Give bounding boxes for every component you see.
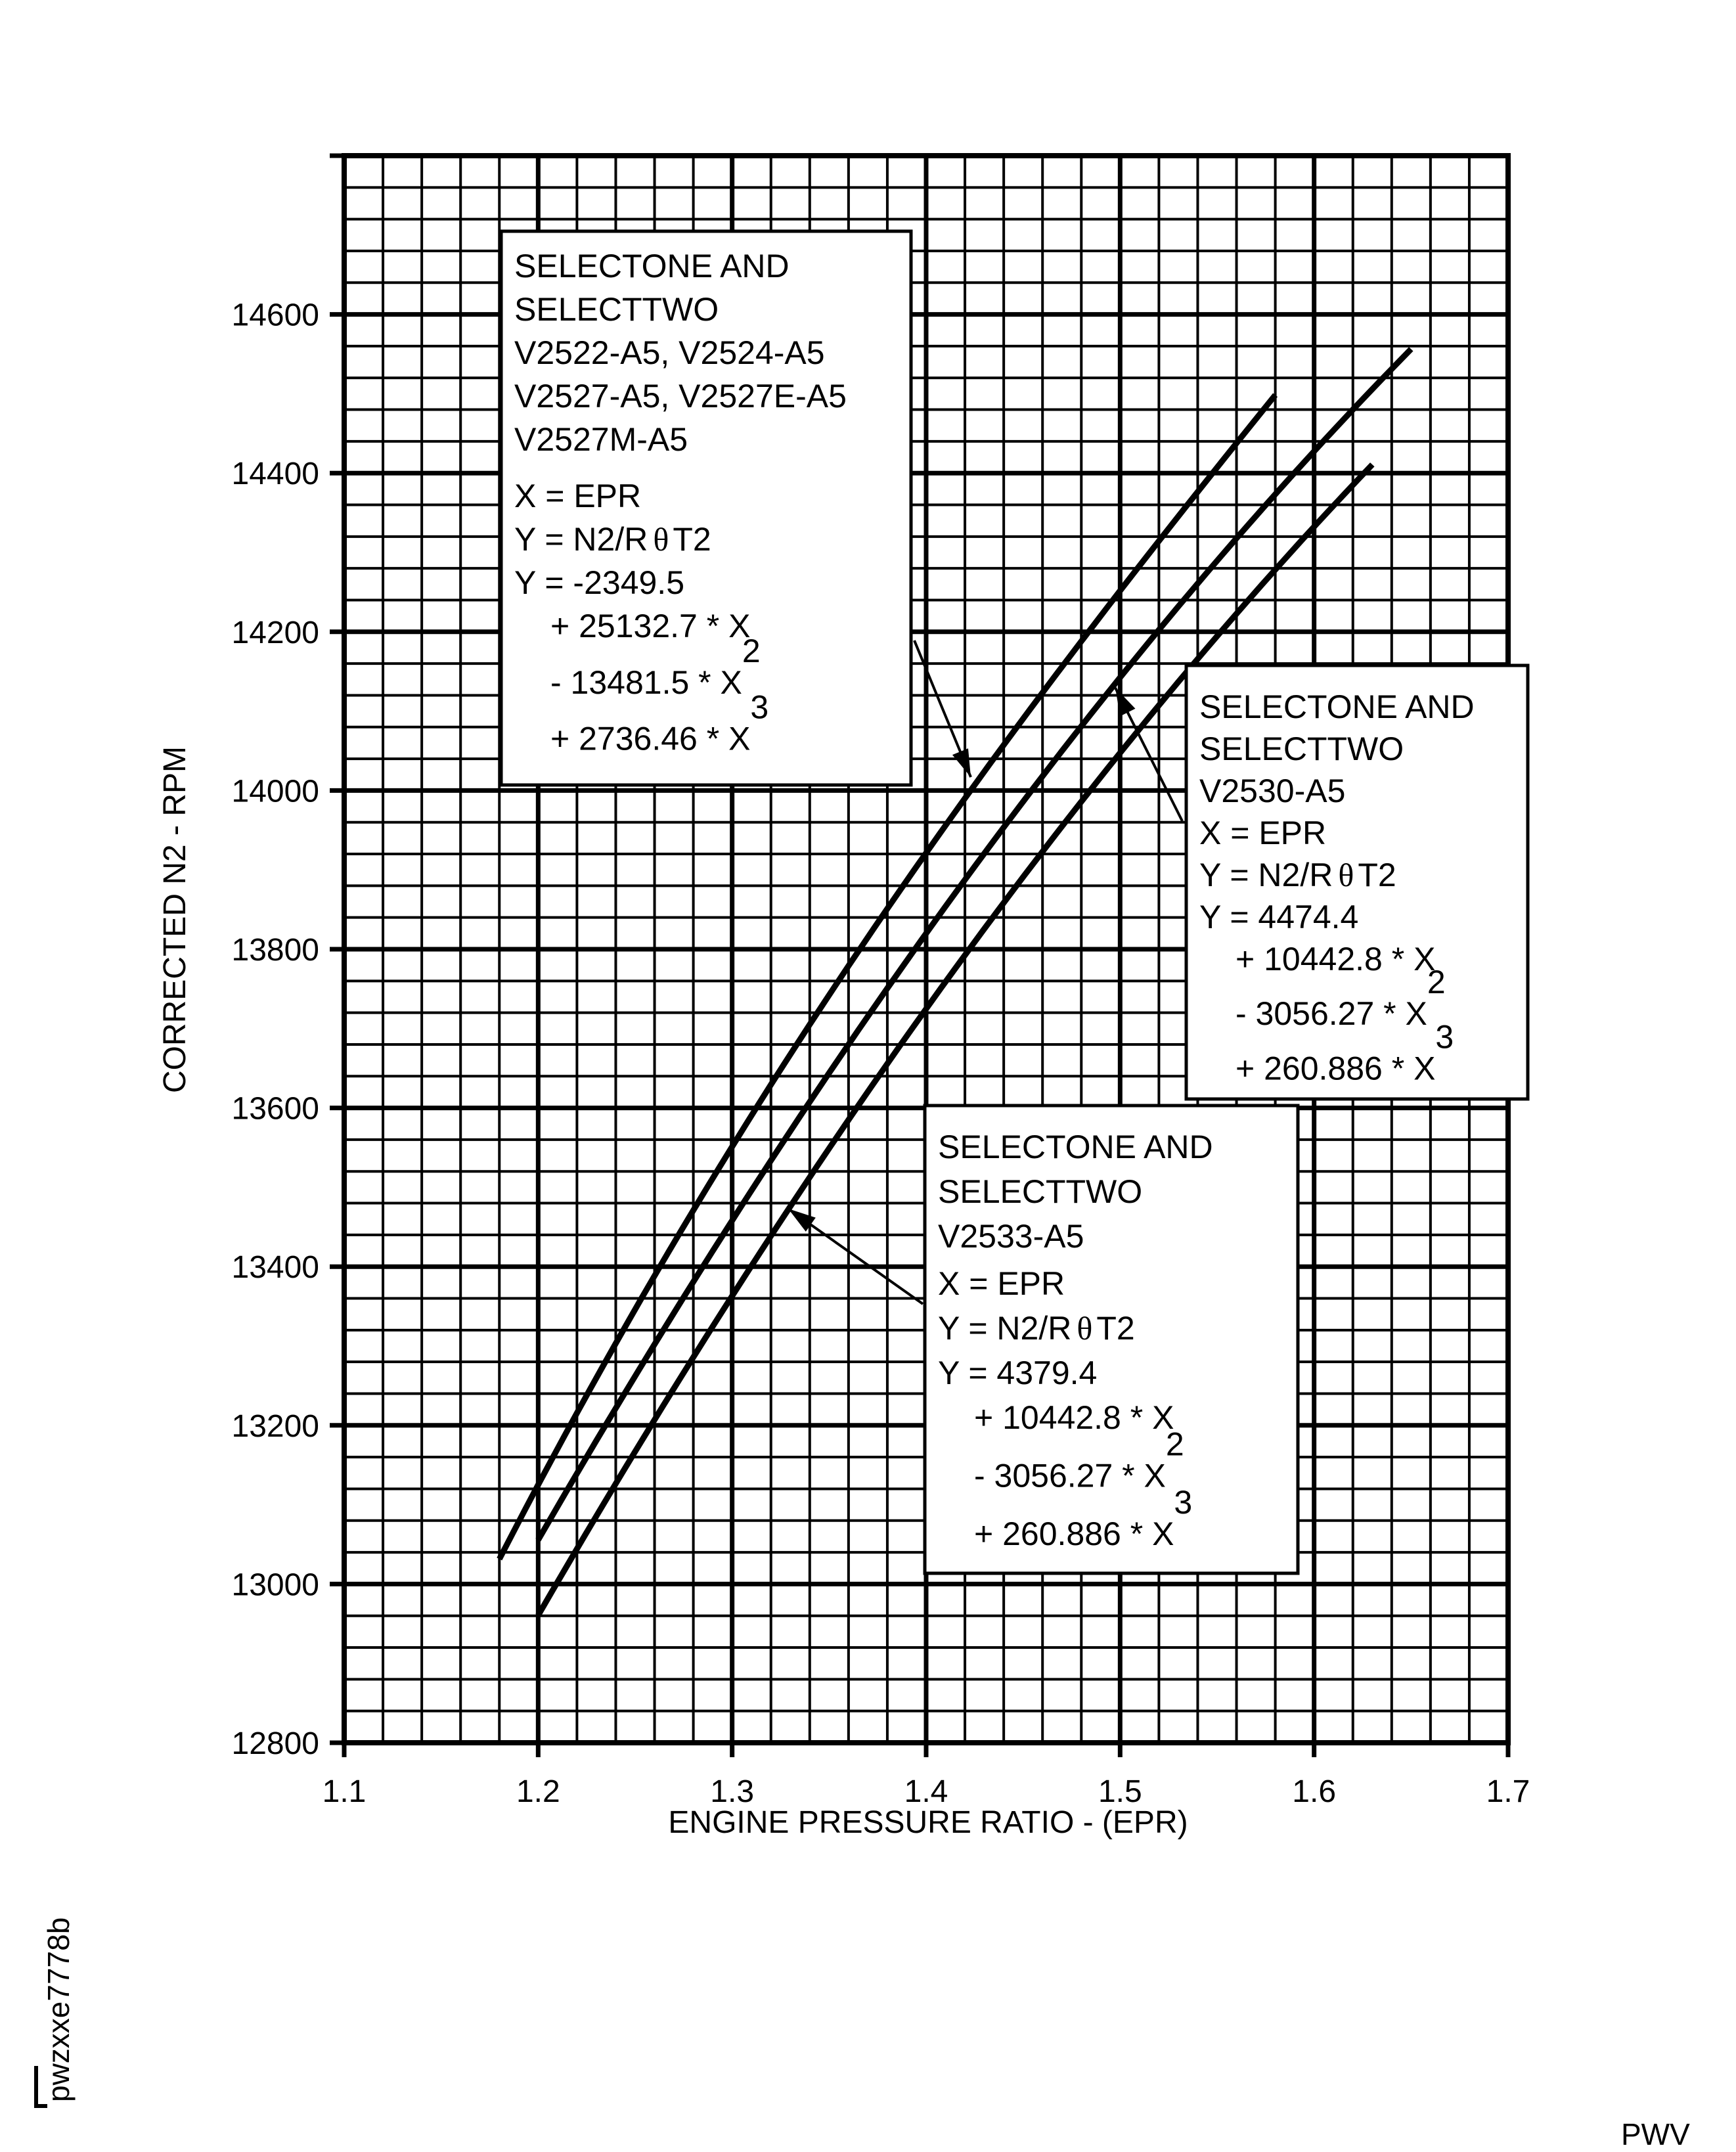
annotation-box-frame (499, 229, 913, 787)
annotation-engine-line: SELECTTWO (938, 1173, 1142, 1210)
annotation-y-def: Y = N2/R θ T2 (938, 1310, 1135, 1347)
y-tick-label: 13200 (232, 1409, 319, 1444)
annotation-engine-line: V2522-A5, V2524-A5 (514, 334, 825, 371)
y-tick-label: 14400 (232, 457, 319, 491)
y-tick-label: 12800 (232, 1726, 319, 1761)
arrowhead-icon (1115, 688, 1136, 717)
y-tick-label: 14000 (232, 774, 319, 809)
x-tick-label: 1.2 (516, 1774, 560, 1809)
series-line-v2522-a5 (497, 393, 1278, 1561)
annotation-box-v2522: SELECTONE AND SELECTTWO V2522-A5, V2524-A5… (499, 229, 913, 787)
annotation-equation-term: + 25132.7 * X (550, 608, 750, 644)
figure-code-bracket (34, 2066, 47, 2108)
annotation-arrows (787, 640, 1184, 1305)
annotation-box-v2533: SELECTONE AND SELECTTWO V2533-A5 X = EPR Y =… (923, 1104, 1300, 1575)
arrowhead-icon (788, 1209, 816, 1232)
annotation-box-frame (1184, 663, 1530, 1101)
annotation-equation-head: Y = 4474.4 (1199, 899, 1358, 935)
annotation-box-v2530: SELECTONE AND SELECTTWO V2530-A5 X = EPR Y =… (1184, 663, 1530, 1101)
x-tick-label: 1.4 (904, 1774, 948, 1809)
y-tick-label: 14200 (232, 616, 319, 650)
annotation-equation-head: Y = -2349.5 (514, 564, 684, 601)
source-mark: PWV (1621, 2117, 1690, 2151)
annotation-box-frame (923, 1104, 1300, 1575)
series-line-v2530-a5 (535, 347, 1413, 1542)
tick-labels: 1.1 1.2 1.3 1.4 1.5 1.6 1.7 12800 13000 13200 1340… (232, 298, 1530, 1809)
annotation-engine-line: SELECTTWO (1199, 730, 1404, 767)
annotation-engine-line: V2533-A5 (938, 1218, 1084, 1255)
y-tick-label: 13000 (232, 1567, 319, 1602)
annotation-equation-term: + 10442.8 * X (974, 1399, 1174, 1436)
series-line-v2533-a5 (535, 462, 1375, 1617)
y-tick-label: 13800 (232, 933, 319, 968)
annotation-x-def: X = EPR (938, 1265, 1065, 1302)
annotation-engine-line: SELECTONE AND (1199, 688, 1475, 725)
x-tick-label: 1.1 (323, 1774, 367, 1809)
y-tick-label: 14600 (232, 298, 319, 333)
y-axis-label: CORRECTED N2 - RPM (158, 746, 192, 1093)
annotation-x-def: X = EPR (1199, 815, 1326, 851)
curves (497, 347, 1413, 1617)
y-tick-label: 13400 (232, 1250, 319, 1285)
x-tick-label: 1.6 (1292, 1774, 1336, 1809)
annotation-x-def: X = EPR (514, 478, 641, 514)
annotation-equation-term: + 10442.8 * X (1235, 941, 1435, 977)
figure-code: pwzxxe7778b (41, 1917, 76, 2102)
annotation-equation-head: Y = 4379.4 (938, 1355, 1097, 1391)
x-tick-label: 1.3 (710, 1774, 754, 1809)
x-tick-label: 1.5 (1098, 1774, 1142, 1809)
annotation-engine-line: V2527M-A5 (514, 421, 688, 458)
annotation-engine-line: SELECTTWO (514, 291, 719, 328)
y-tick-label: 13600 (232, 1092, 319, 1127)
annotation-engine-line: V2530-A5 (1199, 773, 1345, 809)
annotation-boxes: SELECTONE AND SELECTTWO V2522-A5, V2524-A5… (499, 229, 1530, 1575)
annotation-engine-line: V2527-A5, V2527E-A5 (514, 378, 847, 415)
annotation-engine-line: SELECTONE AND (514, 248, 790, 284)
x-tick-label: 1.7 (1486, 1774, 1530, 1809)
x-axis-label: ENGINE PRESSURE RATIO - (EPR) (668, 1805, 1188, 1840)
annotation-engine-line: SELECTONE AND (938, 1129, 1213, 1165)
annotation-y-def: Y = N2/R θ T2 (1199, 857, 1396, 893)
arrowhead-icon (952, 748, 971, 777)
annotation-y-def: Y = N2/R θ T2 (514, 521, 711, 558)
